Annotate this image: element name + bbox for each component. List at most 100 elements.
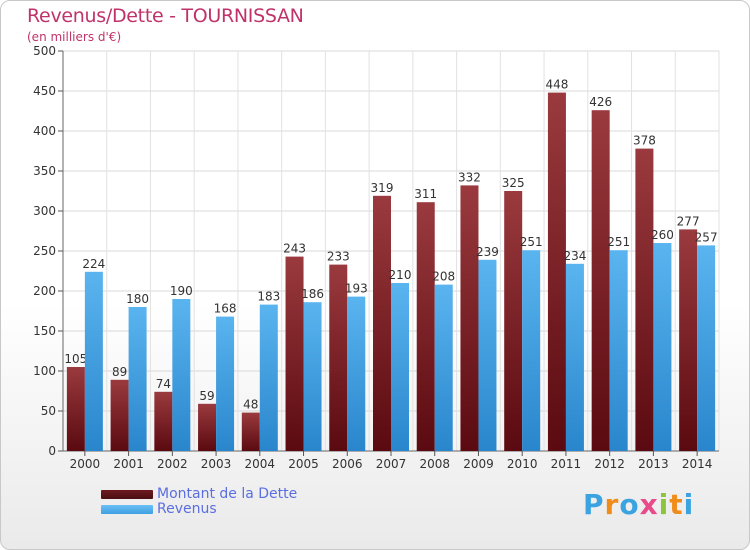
y-tick-label: 50 — [41, 404, 56, 418]
bar-dette — [373, 195, 391, 451]
bar-dette — [504, 191, 523, 451]
bar-revenus — [478, 259, 497, 451]
y-tick-label: 300 — [33, 204, 56, 218]
y-tick-label: 100 — [33, 364, 56, 378]
bar-revenus — [216, 316, 235, 451]
legend-label-dette: Montant de la Dette — [157, 486, 298, 502]
logo-letter: P — [583, 488, 605, 521]
x-tick-label: 2011 — [551, 457, 582, 471]
bar-dette — [547, 92, 566, 451]
y-tick-label: 400 — [33, 124, 56, 138]
y-tick-label: 150 — [33, 324, 56, 338]
y-tick-label: 200 — [33, 284, 56, 298]
y-tick-label: 0 — [48, 444, 56, 458]
x-tick-label: 2010 — [507, 457, 538, 471]
data-label-dette: 332 — [458, 170, 481, 184]
data-label-revenus: 224 — [82, 257, 105, 271]
bar-revenus — [303, 302, 322, 451]
bar-revenus — [565, 263, 584, 451]
data-label-dette: 426 — [589, 95, 612, 109]
data-label-dette: 59 — [199, 389, 214, 403]
proxiti-logo: Proxiti — [583, 488, 694, 521]
data-label-revenus: 168 — [214, 302, 237, 316]
x-tick-label: 2009 — [463, 457, 494, 471]
data-label-dette: 277 — [677, 214, 700, 228]
data-label-revenus: 251 — [520, 235, 543, 249]
chart-title: Revenus/Dette - TOURNISSAN — [27, 5, 304, 27]
bar-revenus — [434, 284, 453, 451]
bar-revenus — [84, 271, 103, 451]
data-label-dette: 48 — [243, 398, 258, 412]
bar-dette — [66, 367, 85, 451]
bar-dette — [460, 185, 479, 451]
bar-revenus — [609, 250, 628, 451]
bar-dette — [110, 379, 129, 451]
bar-dette — [329, 264, 348, 451]
bar-dette — [198, 403, 217, 451]
logo-letter: x — [639, 488, 659, 521]
legend-label-revenus: Revenus — [157, 501, 217, 517]
bar-dette — [241, 412, 260, 451]
bar-dette — [285, 256, 304, 451]
x-tick-label: 2014 — [682, 457, 713, 471]
bar-dette — [154, 391, 173, 451]
data-label-dette: 105 — [64, 352, 87, 366]
data-label-revenus: 251 — [607, 235, 630, 249]
data-label-dette: 74 — [156, 377, 171, 391]
data-label-dette: 378 — [633, 134, 656, 148]
bar-revenus — [259, 304, 278, 451]
x-tick-label: 2012 — [594, 457, 625, 471]
data-label-revenus: 190 — [170, 284, 193, 298]
bar-revenus — [653, 243, 672, 451]
x-tick-label: 2007 — [376, 457, 407, 471]
bar-revenus — [347, 296, 366, 451]
bar-revenus — [172, 299, 191, 451]
x-tick-label: 2013 — [638, 457, 669, 471]
data-label-dette: 319 — [371, 181, 394, 195]
chart-subtitle: (en milliers d'€) — [27, 30, 122, 44]
bar-dette — [679, 229, 698, 451]
x-tick-label: 2008 — [419, 457, 450, 471]
data-label-dette: 448 — [545, 78, 568, 92]
data-label-dette: 243 — [283, 242, 306, 256]
bar-dette — [591, 110, 610, 451]
x-tick-label: 2004 — [245, 457, 276, 471]
y-tick-label: 500 — [33, 44, 56, 58]
bar-dette — [635, 148, 654, 451]
x-tick-label: 2000 — [70, 457, 101, 471]
data-label-revenus: 193 — [345, 282, 368, 296]
data-label-dette: 233 — [327, 250, 350, 264]
data-label-revenus: 210 — [389, 268, 412, 282]
logo-letter: r — [604, 488, 620, 521]
x-tick-label: 2003 — [201, 457, 232, 471]
x-tick-label: 2005 — [288, 457, 319, 471]
bar-revenus — [522, 250, 541, 451]
logo-letter: i — [683, 488, 695, 521]
y-tick-label: 250 — [33, 244, 56, 258]
x-tick-label: 2002 — [157, 457, 188, 471]
bar-revenus — [128, 307, 147, 451]
bar-dette — [416, 202, 435, 451]
bar-revenus — [697, 245, 716, 451]
logo-letter: t — [669, 488, 684, 521]
data-label-revenus: 257 — [695, 230, 718, 244]
y-tick-label: 350 — [33, 164, 56, 178]
y-tick-label: 450 — [33, 84, 56, 98]
data-label-dette: 89 — [112, 365, 127, 379]
data-label-revenus: 234 — [563, 249, 586, 263]
bar-revenus — [391, 283, 409, 451]
data-label-revenus: 239 — [476, 245, 499, 259]
data-label-dette: 325 — [502, 176, 525, 190]
data-label-revenus: 183 — [257, 290, 280, 304]
legend-swatch-dette — [101, 490, 153, 499]
data-label-revenus: 260 — [651, 228, 674, 242]
data-label-dette: 311 — [414, 187, 437, 201]
data-label-revenus: 180 — [126, 292, 149, 306]
data-label-revenus: 186 — [301, 287, 324, 301]
data-label-revenus: 208 — [432, 270, 455, 284]
legend-swatch-revenus — [101, 505, 153, 514]
x-tick-label: 2001 — [113, 457, 144, 471]
x-tick-label: 2006 — [332, 457, 363, 471]
